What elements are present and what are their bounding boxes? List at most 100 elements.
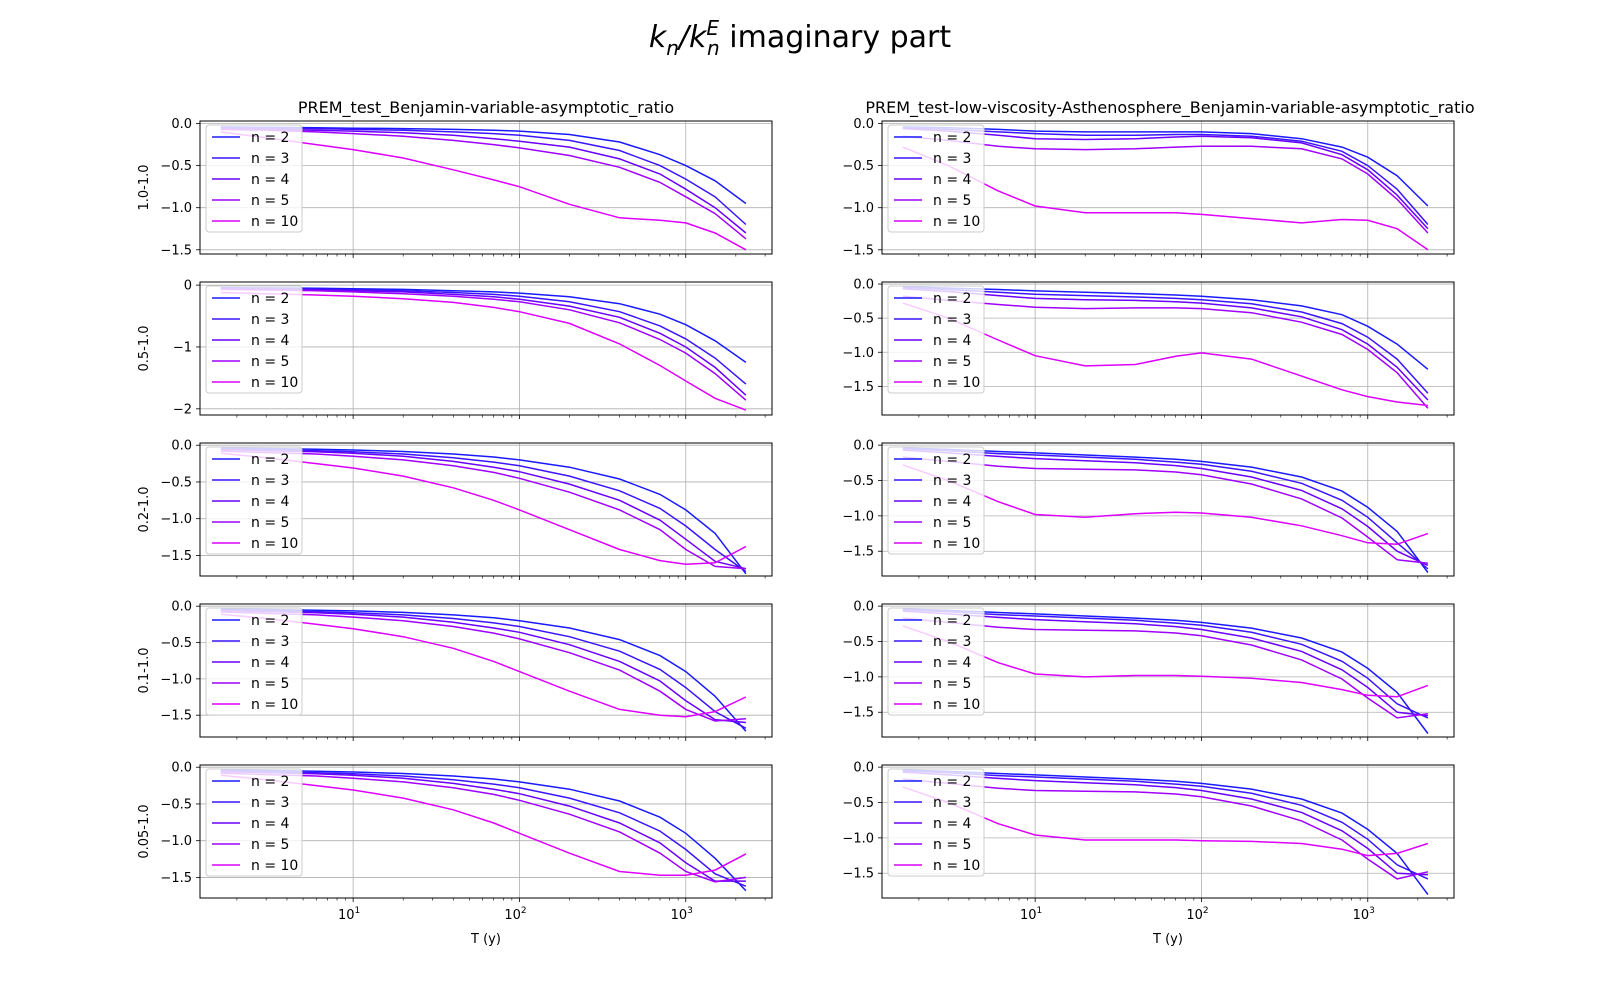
y-tick-label: 0.0 xyxy=(853,761,874,776)
series-line-n2 xyxy=(902,286,1429,370)
subplot-3-0: 0.0−0.5−1.0−1.50.1-1.0n = 2n = 3n = 4n =… xyxy=(137,600,773,741)
series-line-n5 xyxy=(220,450,746,570)
legend-label: n = 2 xyxy=(251,291,289,307)
legend-label: n = 5 xyxy=(933,354,971,370)
y-tick-label: −1.0 xyxy=(160,201,192,216)
y-tick-label: −1.0 xyxy=(842,201,874,216)
y-tick-label: −0.5 xyxy=(160,159,192,174)
y-tick-label: −1.0 xyxy=(160,512,192,527)
legend: n = 2 n = 3 n = 4 n = 5 n = 10 xyxy=(205,285,303,394)
legend: n = 2 n = 3 n = 4 n = 5 n = 10 xyxy=(887,446,985,555)
y-tick-label: 0.0 xyxy=(171,761,192,776)
subplot-0-1: 0.0 −0.5 −1.0 −1.5 n = 2 n = 3 n = 4 n = 5 n = 1… xyxy=(842,117,1455,258)
y-tick-label: −0.5 xyxy=(160,475,192,490)
y-tick-label: −1.5 xyxy=(842,545,874,560)
legend-label: n = 5 xyxy=(933,837,971,853)
y-tick-label: −1.5 xyxy=(842,706,874,721)
legend-label: n = 3 xyxy=(251,795,289,811)
y-tick-label: −0.5 xyxy=(160,636,192,651)
x-tick-label-base: 10 xyxy=(1186,908,1203,923)
legend-box xyxy=(887,124,985,233)
legend-box xyxy=(887,285,985,394)
legend-label: n = 4 xyxy=(933,816,972,832)
y-axis-label: 0.5-1.0 xyxy=(137,325,152,371)
series-line-n4 xyxy=(902,127,1429,230)
legend-label: n = 4 xyxy=(933,333,972,349)
series-line-n5 xyxy=(902,135,1429,234)
axes-frame xyxy=(199,281,773,416)
legend: n = 2 n = 3 n = 4 n = 5 n = 10 xyxy=(887,768,985,877)
series-line-n4 xyxy=(220,288,747,396)
x-tick-label-base: 10 xyxy=(1353,908,1370,923)
legend-box xyxy=(205,285,303,394)
series-line-n4 xyxy=(902,771,1428,876)
subplot-2-0: 0.0−0.5−1.0−1.50.2-1.0n = 2n = 3n = 4n =… xyxy=(137,439,773,580)
subplot-3-1: 0.0 −0.5 −1.0 −1.5 n = 2 n = 3 n = 4 n = 5 n = 1… xyxy=(842,600,1455,741)
legend-label: n = 4 xyxy=(251,333,290,349)
y-tick-label: −1.5 xyxy=(842,867,874,882)
legend-label: n = 5 xyxy=(251,515,289,531)
legend-label: n = 5 xyxy=(251,676,289,692)
legend-label: n = 10 xyxy=(251,536,298,552)
x-tick-label: 103 xyxy=(1353,906,1375,923)
legend-box xyxy=(205,607,303,716)
series-line-n10 xyxy=(902,464,1429,545)
x-tick-label: 101 xyxy=(1020,906,1042,923)
series-line-n2 xyxy=(220,286,747,364)
series-line-n2 xyxy=(902,126,1429,207)
y-tick-label: −1.5 xyxy=(160,871,192,886)
legend-box xyxy=(205,124,303,233)
x-tick-label-base: 10 xyxy=(1020,908,1037,923)
axes-frame xyxy=(199,603,773,738)
legend-label: n = 2 xyxy=(251,130,289,146)
legend-label: n = 5 xyxy=(251,354,289,370)
axes-frame xyxy=(199,120,773,255)
axes-frame xyxy=(199,442,773,577)
y-tick-label: 0.0 xyxy=(853,600,874,615)
series-line-n3 xyxy=(902,126,1429,225)
legend-box xyxy=(205,768,303,877)
series-line-n2 xyxy=(220,769,747,892)
legend: n = 2 n = 3 n = 4 n = 5 n = 10 xyxy=(205,768,303,877)
x-tick-label: 102 xyxy=(1186,906,1208,923)
y-axis-label: 0.1-1.0 xyxy=(137,647,152,693)
legend-label: n = 10 xyxy=(251,375,298,391)
series-line-n10 xyxy=(220,613,747,718)
series-line-n3 xyxy=(220,287,747,385)
legend-label: n = 10 xyxy=(933,536,980,552)
figure-title: kn/kE n imaginary part xyxy=(649,16,952,60)
legend-label: n = 5 xyxy=(251,193,289,209)
x-axis-label: T (y) xyxy=(470,932,501,947)
y-axis-label: 0.2-1.0 xyxy=(137,486,152,532)
series-line-n4 xyxy=(220,448,747,570)
legend-label: n = 10 xyxy=(933,697,980,713)
series-line-n2 xyxy=(902,769,1429,895)
axes-frame xyxy=(199,764,773,899)
legend-label: n = 10 xyxy=(933,858,980,874)
legend-label: n = 4 xyxy=(251,655,290,671)
y-tick-label: −0.5 xyxy=(842,474,874,489)
x-tick-label-exponent: 3 xyxy=(1369,906,1375,916)
legend-label: n = 10 xyxy=(251,214,298,230)
legend-box xyxy=(887,446,985,555)
x-tick-label: 101 xyxy=(338,906,360,923)
legend-label: n = 10 xyxy=(251,697,298,713)
axes-frame xyxy=(881,120,1455,255)
series-line-n3 xyxy=(902,769,1429,880)
series-line-n10 xyxy=(220,131,747,251)
legend-label: n = 10 xyxy=(251,858,298,874)
legend-label: n = 5 xyxy=(933,193,971,209)
series-line-n5 xyxy=(220,772,747,883)
x-tick-label-base: 10 xyxy=(671,908,688,923)
legend: n = 2 n = 3 n = 4 n = 5 n = 10 xyxy=(887,607,985,716)
y-axis-label: 1.0-1.0 xyxy=(137,164,152,210)
series-line-n3 xyxy=(902,447,1429,570)
legend-label: n = 2 xyxy=(933,452,971,468)
y-tick-label: −1.5 xyxy=(842,380,874,395)
subplot-1-0: 0 −1 −2 0.5-1.0 n = 2 n = 3 n = 4 n = 5 n = 10 xyxy=(137,279,773,419)
legend-label: n = 3 xyxy=(251,473,289,489)
legend-label: n = 3 xyxy=(933,312,971,328)
legend-label: n = 2 xyxy=(933,613,971,629)
series-line-n10 xyxy=(902,786,1429,857)
